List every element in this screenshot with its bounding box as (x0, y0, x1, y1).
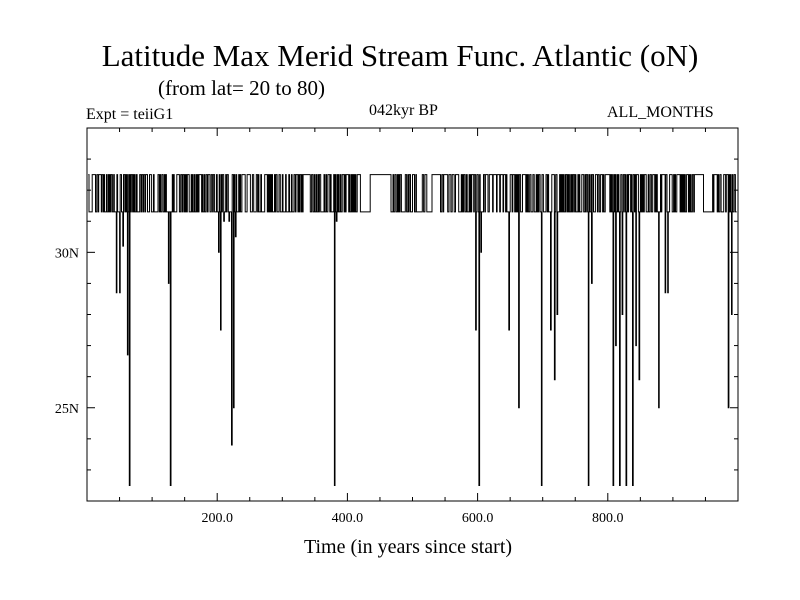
months-label: ALL_MONTHS (607, 104, 714, 121)
series-layer (88, 174, 737, 486)
experiment-label: Expt = teiiG1 (86, 106, 174, 123)
chart-subtitle: (from lat= 20 to 80) (158, 76, 325, 100)
x-tick-label: 600.0 (462, 511, 494, 526)
x-axis-label: Time (in years since start) (303, 536, 513, 558)
x-tick-label: 400.0 (332, 511, 364, 526)
chart-title: Latitude Max Merid Stream Func. Atlantic… (101, 38, 699, 73)
x-tick-label: 800.0 (592, 511, 624, 526)
y-tick-label: 30N (55, 246, 79, 261)
period-label: 042kyr BP (369, 102, 438, 119)
ticks-layer: 200.0 400.0 600.0 800.0 25N 30N (55, 128, 738, 526)
series-line (88, 174, 737, 486)
x-tick-label: 200.0 (201, 511, 233, 526)
y-tick-label: 25N (55, 402, 79, 417)
